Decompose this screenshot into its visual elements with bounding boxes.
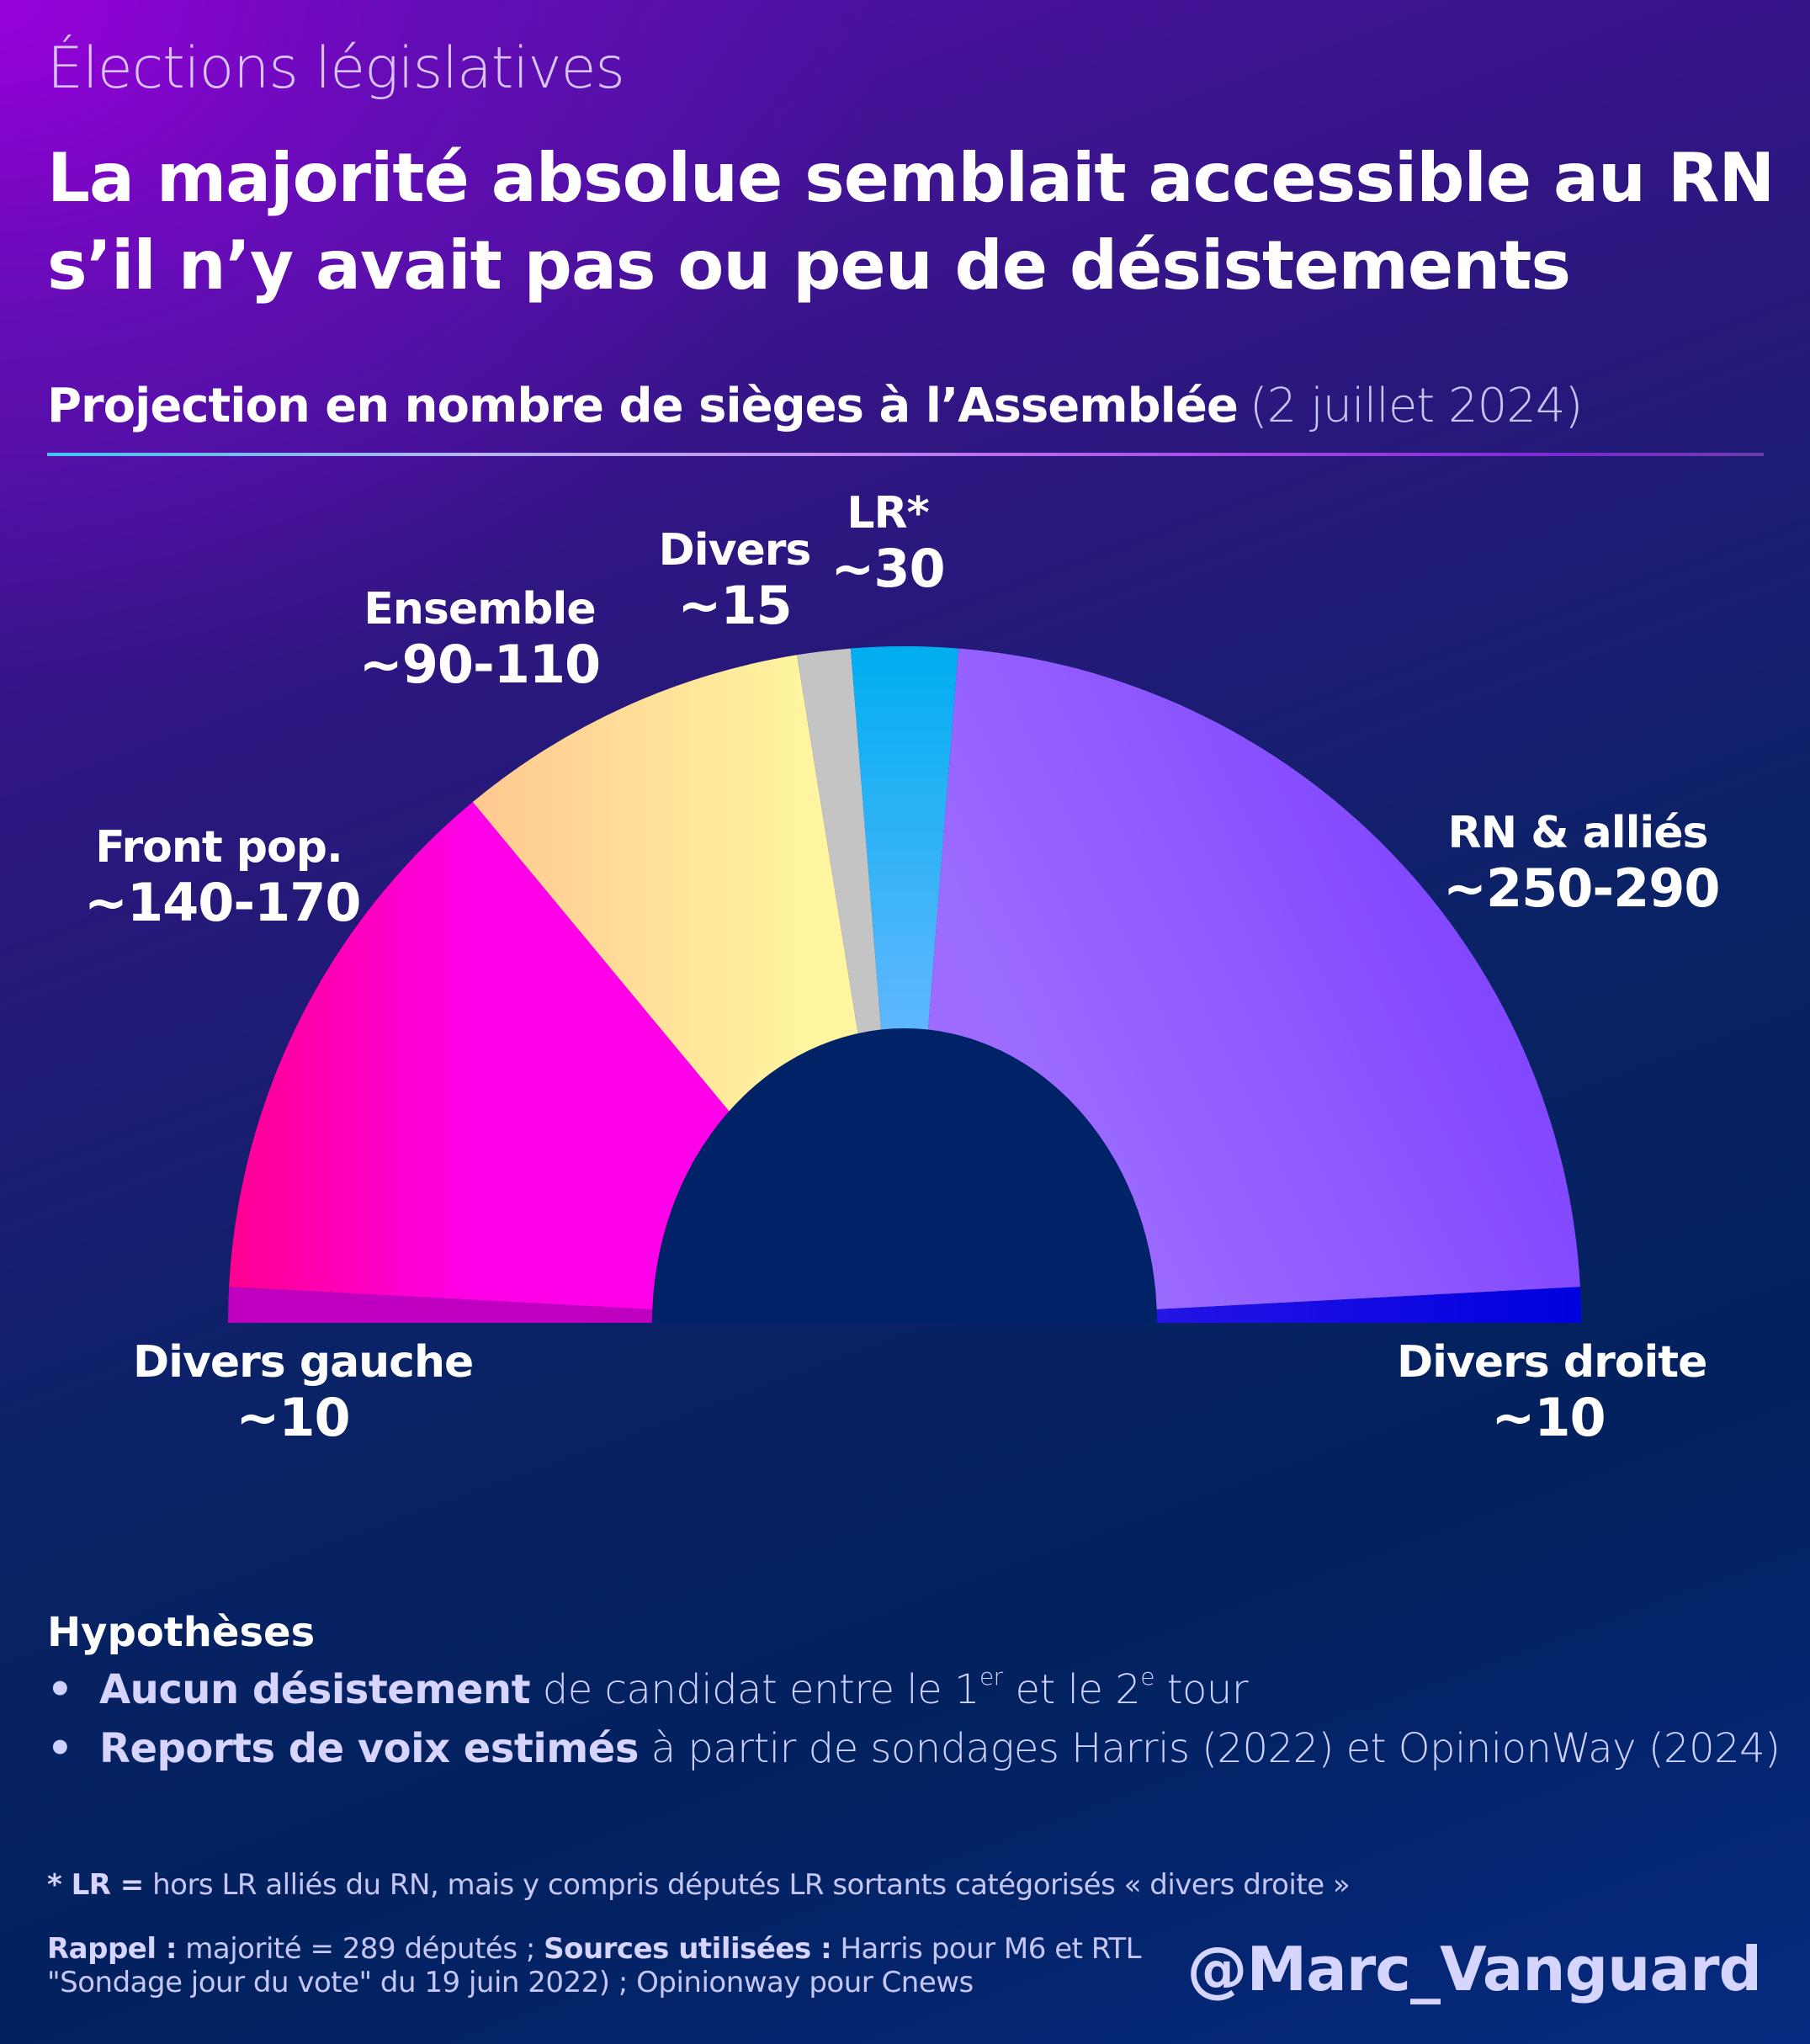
seat-projection-chart: Divers gauche ~10 Front pop. ~140-170 En… [0, 488, 1810, 1498]
author-handle: @Marc_Vanguard [1186, 1934, 1762, 2004]
headline-line-2: s’il n’y avait pas ou peu de désistement… [47, 226, 1571, 305]
hypothesis-bold: Reports de voix estimés [99, 1725, 639, 1772]
slice-lr [850, 646, 959, 1323]
footnote-lr-text: hors LR alliés du RN, mais y compris dép… [143, 1868, 1351, 1902]
sources-text: "Sondage jour du vote" du 19 juin 2022) … [47, 1966, 974, 1999]
footnote-sources-line-1: Rappel : majorité = 289 députés ; Source… [47, 1932, 1142, 1966]
hemicycle-center-hole [652, 1028, 1157, 1323]
rappel-label: Rappel : [47, 1932, 177, 1966]
slice-value: ~250-290 [1443, 857, 1721, 919]
slice-value: ~10 [236, 1387, 350, 1448]
chart-subtitle: Projection en nombre de sièges à l’Assem… [47, 379, 1584, 433]
slice-name: Divers droite [1397, 1337, 1707, 1388]
label-divers: Divers ~15 [650, 523, 819, 634]
footnote-lr-prefix: * LR = [47, 1868, 144, 1902]
hypothesis-text: de candidat entre le 1 [530, 1666, 980, 1713]
slice-name: Divers gauche [133, 1337, 474, 1388]
hypothesis-text: et le 2 [1002, 1666, 1141, 1713]
hypothesis-text: tour [1154, 1666, 1249, 1713]
headline-line-1: La majorité absolue semblait accessible … [47, 139, 1775, 217]
superscript: e [1140, 1663, 1154, 1691]
label-ensemble: Ensemble ~90-110 [345, 582, 614, 693]
chart-subtitle-date: (2 juillet 2024) [1249, 379, 1584, 433]
label-divers-droite: Divers droite ~10 [1397, 1335, 1707, 1448]
sources-label: Sources utilisées : [544, 1932, 832, 1966]
slice-value: ~140-170 [84, 872, 362, 933]
headline: La majorité absolue semblait accessible … [47, 135, 1781, 310]
hypothesis-text: à partir de sondages Harris (2022) et Op… [638, 1725, 1781, 1772]
chart-subtitle-text: Projection en nombre de sièges à l’Assem… [47, 379, 1239, 433]
slice-name: Front pop. [95, 822, 342, 873]
label-front-pop: Front pop. ~140-170 [84, 820, 362, 933]
bullet-icon: • [47, 1666, 73, 1713]
slice-name: RN & alliés [1447, 808, 1709, 858]
subtitle-underline [47, 453, 1764, 456]
slice-name: LR* [847, 488, 929, 539]
label-divers-gauche: Divers gauche ~10 [133, 1335, 474, 1448]
bullet-icon: • [47, 1725, 73, 1772]
footnote-sources-line-2: "Sondage jour du vote" du 19 juin 2022) … [47, 1966, 974, 1999]
hypothesis-bold: Aucun désistement [99, 1666, 531, 1713]
hemicycle-svg [228, 646, 1581, 1498]
superscript: er [979, 1663, 1003, 1691]
hypothesis-item: • Aucun désistement de candidat entre le … [47, 1663, 1249, 1714]
hypothesis-item: • Reports de voix estimés à partir de son… [47, 1725, 1781, 1772]
kicker-title: Élections législatives [47, 35, 625, 102]
hypotheses-title: Hypothèses [47, 1609, 316, 1656]
slice-value: ~10 [1491, 1387, 1606, 1448]
rappel-text: majorité = 289 députés ; [176, 1932, 544, 1966]
label-rn-allies: RN & alliés ~250-290 [1443, 806, 1721, 919]
slice-name: Divers [658, 525, 812, 576]
slice-value: ~15 [677, 575, 792, 636]
footnote-lr: * LR = hors LR alliés du RN, mais y comp… [47, 1868, 1351, 1902]
slice-name: Ensemble [364, 584, 596, 634]
sources-text: Harris pour M6 et RTL [831, 1932, 1142, 1966]
slice-value: ~90-110 [358, 634, 601, 695]
label-lr: LR* ~30 [820, 486, 955, 597]
slice-value: ~30 [831, 538, 945, 599]
hemicycle-baseline-mask [635, 1323, 1174, 1498]
